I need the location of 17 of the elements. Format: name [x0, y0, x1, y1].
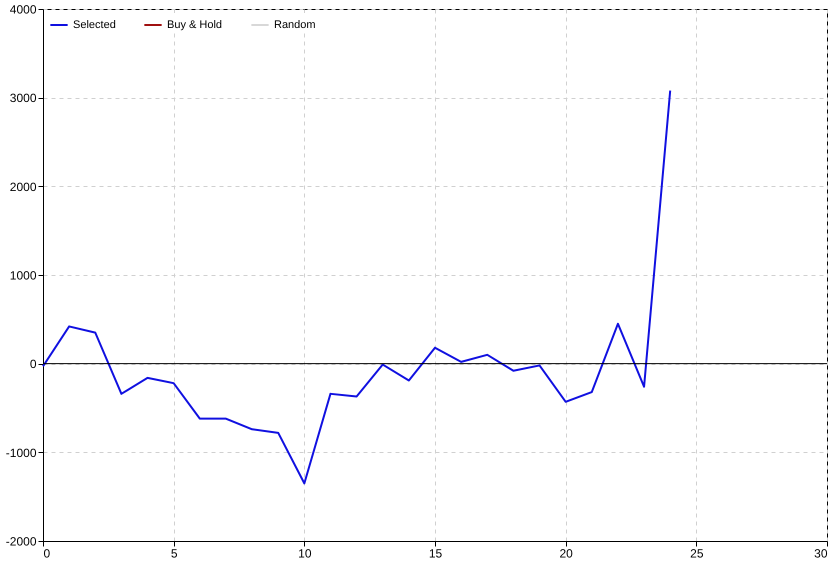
y-tick-label: -2000 — [6, 534, 37, 548]
x-tick-label: 30 — [814, 546, 828, 560]
x-tick-label: 20 — [559, 546, 574, 560]
x-tick-label: 15 — [428, 546, 442, 560]
y-tick-label: -1000 — [6, 446, 37, 460]
y-tick-label: 4000 — [10, 2, 37, 16]
legend-label: Selected — [73, 19, 116, 31]
x-tick-label: 25 — [690, 546, 704, 560]
x-tick-label: 10 — [298, 546, 312, 560]
x-tick-label: 0 — [44, 546, 50, 560]
legend-label: Buy & Hold — [167, 19, 222, 31]
y-tick-label: 3000 — [10, 91, 37, 106]
y-tick-label: 1000 — [10, 268, 37, 282]
y-tick-label: 0 — [30, 357, 37, 372]
legend-label: Random — [274, 19, 316, 31]
x-tick-label: 5 — [170, 546, 178, 560]
y-tick-label: 2000 — [10, 180, 37, 194]
